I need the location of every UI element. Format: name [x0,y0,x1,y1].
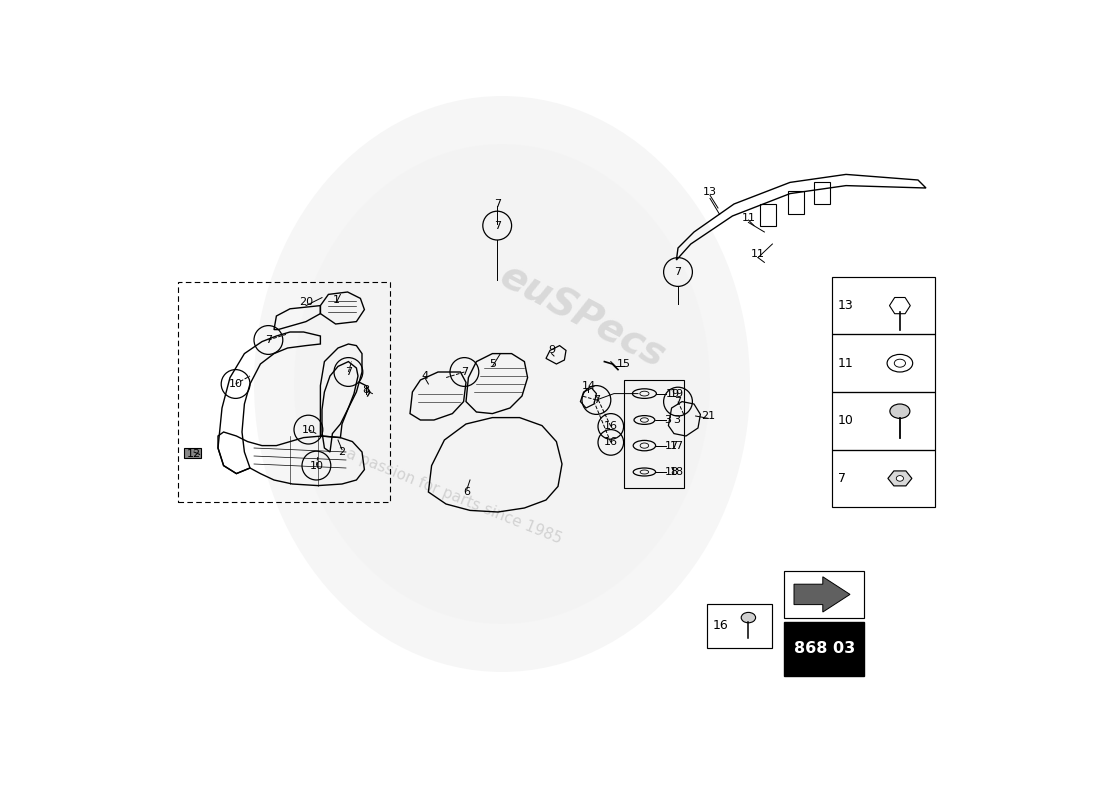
Text: 16: 16 [713,619,728,632]
Text: 10: 10 [838,414,854,427]
Bar [707,603,772,648]
Text: euSPecs: euSPecs [493,257,671,376]
Bar [184,448,201,458]
FancyBboxPatch shape [784,622,865,676]
Text: 7: 7 [344,367,352,377]
Text: 16: 16 [604,438,618,447]
Text: 12: 12 [187,450,201,459]
Text: 15: 15 [617,359,630,369]
Text: 21: 21 [702,411,715,421]
Text: 868 03: 868 03 [794,642,855,656]
Polygon shape [794,577,850,612]
Text: 3: 3 [664,415,671,425]
Text: 7: 7 [674,397,682,406]
Ellipse shape [254,96,750,672]
Text: 19: 19 [666,389,680,398]
Ellipse shape [890,404,910,418]
Text: 10: 10 [229,379,243,389]
Polygon shape [890,298,911,314]
Text: 17: 17 [666,441,680,450]
Ellipse shape [894,359,905,367]
Bar [833,277,935,334]
Ellipse shape [294,144,710,624]
Text: 7: 7 [593,395,600,405]
Ellipse shape [887,354,913,372]
Bar [833,450,935,507]
Text: 7: 7 [494,199,501,209]
Text: 19: 19 [669,389,683,398]
Text: 18: 18 [666,467,680,477]
Text: 5: 5 [488,359,496,369]
Text: 6: 6 [463,487,471,497]
Text: 4: 4 [421,371,429,381]
Text: 11: 11 [838,357,854,370]
Text: 7: 7 [265,335,272,345]
Text: 16: 16 [604,422,618,431]
Text: 13: 13 [838,299,854,312]
Text: 14: 14 [581,381,595,390]
Bar [789,191,804,214]
Bar [178,282,390,502]
Bar [814,182,830,204]
Text: 7: 7 [494,221,501,230]
Text: 8: 8 [362,385,370,394]
Polygon shape [888,471,912,486]
Bar [833,334,935,392]
Text: 7: 7 [838,472,846,485]
Text: 10: 10 [301,425,316,434]
Text: 11: 11 [751,250,764,259]
Ellipse shape [741,613,756,622]
Bar [760,204,775,226]
Text: 10: 10 [309,461,323,470]
Bar [833,392,935,450]
Bar [624,380,683,488]
Text: 7: 7 [461,367,468,377]
Text: 13: 13 [703,187,717,197]
Text: 3: 3 [673,415,680,425]
Text: 20: 20 [299,298,314,307]
Ellipse shape [896,475,903,481]
Text: 9: 9 [548,346,556,355]
Text: a passion for parts since 1985: a passion for parts since 1985 [344,446,564,547]
Text: 7: 7 [674,267,682,277]
Text: 1: 1 [333,295,340,305]
Text: 18: 18 [669,467,683,477]
Text: 2: 2 [339,447,345,457]
Text: 11: 11 [741,213,756,222]
Bar [784,571,865,618]
Text: 17: 17 [669,441,683,450]
